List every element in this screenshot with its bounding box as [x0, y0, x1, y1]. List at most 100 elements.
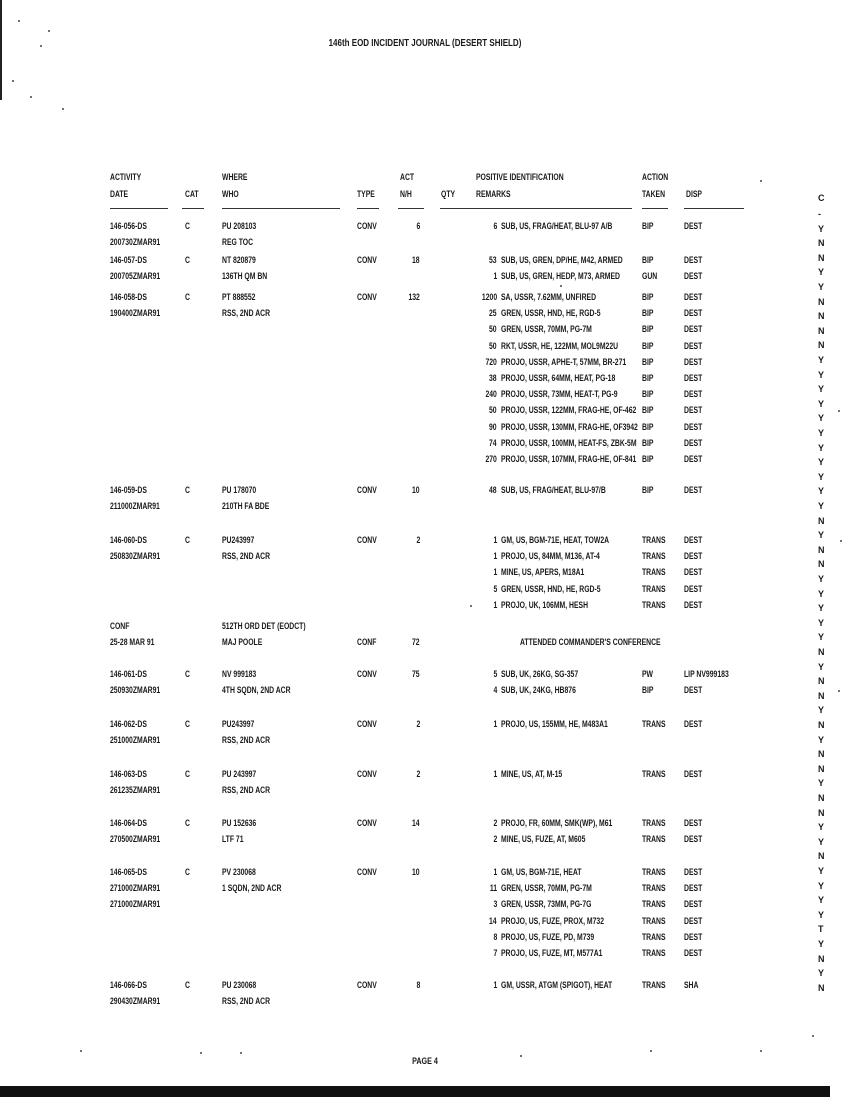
cell-action: BIP — [642, 389, 654, 401]
cell-act: 132 — [408, 292, 420, 303]
c-column-mark: N — [818, 793, 825, 803]
c-column-mark: N — [818, 559, 825, 570]
scan-border — [0, 1086, 830, 1097]
cell-act: 6 — [416, 221, 420, 232]
cell-disp: DEST — [684, 867, 703, 878]
cell-where: LTF 71 — [222, 834, 244, 846]
cell-date: 146-060-DS — [110, 535, 147, 546]
cell-qty: 6 — [493, 221, 497, 232]
cell-remarks: GREN, USSR, HND, HE, RGD-5 — [501, 583, 601, 595]
cell-where: 1 SQDN, 2ND ACR — [222, 883, 282, 895]
cell-remarks: PROJO, USSR, 73MM, HEAT-T, PG-9 — [501, 389, 618, 401]
cell-qty: 50 — [489, 324, 497, 336]
cell-action: BIP — [642, 340, 654, 352]
header-nh: N/H — [400, 189, 412, 200]
cell-remarks: MINE, US, FUZE, AT, M605 — [501, 834, 586, 846]
cell-action: PW — [642, 669, 654, 680]
c-column-mark: Y — [818, 588, 825, 599]
cell-action: TRANS — [642, 980, 666, 991]
c-column-mark: Y — [818, 428, 825, 438]
scan-speck — [62, 108, 64, 110]
c-column-mark: N — [818, 238, 825, 249]
cell-qty: 11 — [489, 883, 497, 895]
scan-speck — [812, 1035, 814, 1037]
cell-where: PU 178070 — [222, 485, 257, 496]
cell-type: CONV — [357, 485, 377, 496]
cell-qty: 1 — [493, 567, 497, 579]
cell-act: 14 — [412, 818, 420, 829]
cell-type: CONF — [357, 637, 377, 649]
c-column-mark: N — [818, 252, 825, 263]
cell-disp: DEST — [684, 356, 703, 368]
cell-type: CONV — [357, 867, 377, 878]
c-column-mark: Y — [818, 939, 825, 949]
c-column-mark: Y — [818, 398, 825, 409]
cell-qty: 14 — [489, 915, 497, 927]
cell-act: 18 — [412, 255, 420, 266]
cell-disp: DEST — [684, 308, 703, 320]
scan-speck — [18, 20, 20, 22]
cell-date: 200705ZMAR91 — [110, 271, 161, 283]
page-title: 146th EOD INCIDENT JOURNAL (DESERT SHIEL… — [328, 38, 522, 49]
cell-action: TRANS — [642, 599, 666, 611]
cell-qty: 74 — [489, 437, 497, 449]
cell-where: 136TH QM BN — [222, 271, 268, 283]
cell-type: CONV — [357, 719, 377, 730]
divider — [398, 208, 424, 209]
c-column-mark: N — [818, 296, 825, 307]
cell-date: 146-056-DS — [110, 221, 147, 232]
c-column-mark: N — [818, 676, 825, 687]
cell-where: RSS, 2ND ACR — [222, 735, 271, 747]
divider — [222, 208, 340, 209]
cell-remarks: ATTENDED COMMANDER'S CONFERENCE — [520, 637, 661, 649]
cell-where: NV 999183 — [222, 669, 257, 680]
cell-remarks: PROJO, FR, 60MM, SMK(WP), M61 — [501, 818, 613, 829]
header-taken: TAKEN — [642, 189, 666, 200]
scan-speck — [40, 45, 42, 47]
cell-disp: DEST — [684, 405, 703, 417]
cell-where: PU 230068 — [222, 980, 257, 991]
cell-date: 211000ZMAR91 — [110, 501, 160, 513]
divider — [182, 208, 204, 209]
c-column-mark: Y — [818, 282, 825, 292]
scan-speck — [650, 1050, 652, 1052]
cell-cat: C — [185, 867, 190, 878]
cell-remarks: PROJO, US, FUZE, PROX, M732 — [501, 915, 605, 927]
c-column-mark: T — [818, 924, 824, 935]
c-column-mark: N — [818, 311, 825, 322]
header-activity: ACTIVITY — [110, 172, 142, 183]
c-column-mark: Y — [818, 384, 825, 395]
cell-disp: DEST — [684, 373, 703, 384]
cell-date: 146-057-DS — [110, 255, 147, 266]
cell-remarks: GM, US, BGM-71E, HEAT — [501, 867, 582, 878]
divider — [357, 208, 379, 209]
cell-action: TRANS — [642, 769, 666, 780]
cell-qty: 53 — [489, 255, 497, 266]
c-column-mark: Y — [818, 471, 825, 482]
cell-type: CONV — [357, 769, 377, 780]
c-column-mark: Y — [818, 968, 825, 979]
cell-remarks: GREN, USSR, 70MM, PG-7M — [501, 324, 592, 336]
cell-remarks: SUB, US, FRAG/HEAT, BLU-97/B — [501, 485, 606, 496]
c-column-mark: N — [818, 544, 825, 555]
cell-where: 4TH SQDN, 2ND ACR — [222, 685, 291, 697]
cell-where: PU243997 — [222, 535, 255, 546]
cell-remarks: GM, USSR, ATGM (SPIGOT), HEAT — [501, 980, 613, 991]
cell-qty: 48 — [489, 485, 497, 496]
cell-action: BIP — [642, 255, 654, 266]
cell-disp: DEST — [684, 437, 703, 449]
cell-remarks: PROJO, USSR, APHE-T, 57MM, BR-271 — [501, 356, 627, 368]
c-column-mark: N — [818, 647, 825, 657]
cell-action: TRANS — [642, 551, 666, 563]
scan-speck — [760, 1050, 762, 1052]
cell-disp: DEST — [684, 599, 703, 611]
cell-remarks: PROJO, US, 84MM, M136, AT-4 — [501, 551, 600, 563]
divider — [642, 208, 668, 209]
cell-disp: LIP NV999183 — [684, 669, 729, 680]
cell-disp: DEST — [684, 485, 703, 496]
cell-remarks: SA, USSR, 7.62MM, UNFIRED — [501, 292, 597, 303]
cell-action: BIP — [642, 485, 654, 496]
c-column-mark: Y — [818, 530, 825, 541]
cell-date: 290430ZMAR91 — [110, 996, 161, 1008]
scan-speck — [470, 605, 472, 607]
